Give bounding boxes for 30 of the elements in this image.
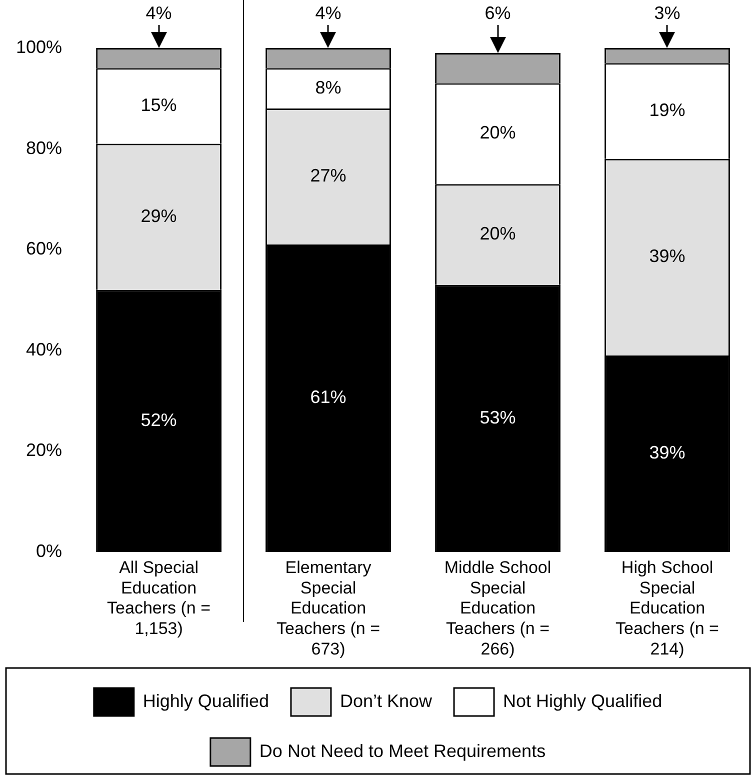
data-label: 53% [480,407,516,428]
y-tick-label: 80% [26,138,62,158]
y-tick-label: 60% [26,238,62,259]
data-label: 20% [480,223,516,244]
x-tick-label: Middle School Special Education Teachers (n = 266) [444,558,552,658]
x-tick-label: Elementary Special Education Teachers (n = 673) [276,558,380,658]
data-label: 27% [310,165,346,186]
data-label: 4% [315,2,342,23]
data-label: 52% [140,410,177,430]
data-label: 39% [649,442,686,463]
x-tick-label: All Special Education Teachers (n = 1,153) [107,558,211,638]
data-label: 6% [484,2,511,23]
data-label: 61% [310,387,346,408]
y-tick-label: 100% [16,36,62,57]
data-label: 3% [654,2,680,23]
legend-label: Don’t Know [340,690,434,711]
data-label: 8% [315,77,342,98]
legend-label: Highly Qualified [142,690,269,711]
legend-label: Not Highly Qualified [503,690,662,711]
y-tick-label: 20% [26,440,62,460]
data-label: 4% [146,2,172,23]
data-label: 29% [140,206,177,226]
y-tick-label: 40% [26,339,62,360]
x-tick-label: High School Special Education Teachers (n = 214) [616,558,720,658]
y-tick-label: 0% [36,540,62,561]
data-label: 15% [140,94,177,115]
legend-label: Do Not Need to Meet Requirements [259,740,546,761]
data-label: 20% [480,122,516,143]
data-label: 19% [649,100,686,120]
data-label: 39% [649,246,686,266]
